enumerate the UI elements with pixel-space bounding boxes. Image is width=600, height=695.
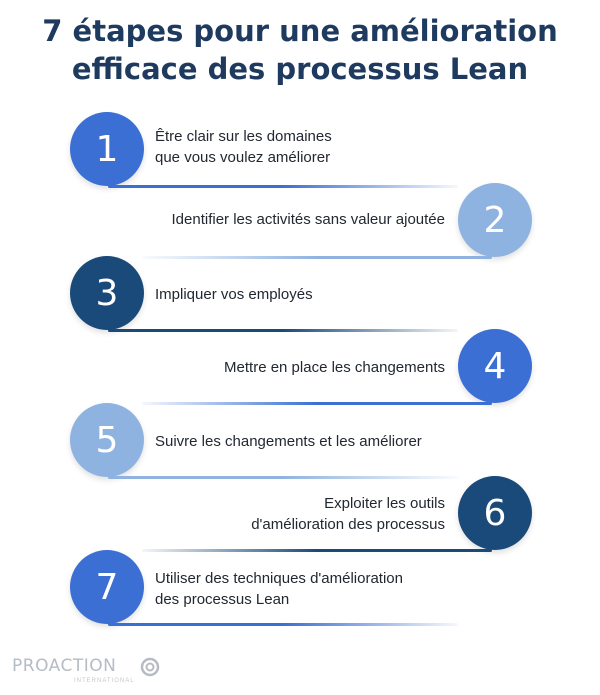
step-number-circle: 6: [458, 476, 532, 550]
step-text-line-1: Impliquer vos employés: [155, 284, 313, 305]
step-text-line-1: Suivre les changements et les améliorer: [155, 431, 422, 452]
step-text-line-1: Mettre en place les changements: [224, 357, 445, 378]
step-number-circle: 5: [70, 403, 144, 477]
step-number-circle: 1: [70, 112, 144, 186]
step-text: Impliquer vos employés: [155, 284, 313, 305]
step-text: Être clair sur les domaines que vous vou…: [155, 126, 332, 168]
title-line-1: 7 étapes pour une amélioration: [0, 12, 600, 50]
step-7: 7 Utiliser des techniques d'amélioration…: [0, 550, 600, 630]
step-text-line-1: Utiliser des techniques d'amélioration: [155, 568, 403, 589]
step-4: 4 Mettre en place les changements: [0, 329, 600, 409]
step-number-circle: 7: [70, 550, 144, 624]
step-text: Identifier les activités sans valeur ajo…: [172, 209, 445, 230]
step-number-circle: 3: [70, 256, 144, 330]
target-icon: [140, 657, 160, 677]
step-number-circle: 4: [458, 329, 532, 403]
step-underline: [108, 623, 458, 626]
step-text-line-1: Être clair sur les domaines: [155, 126, 332, 147]
step-text-line-2: d'amélioration des processus: [251, 514, 445, 535]
step-text: Utiliser des techniques d'amélioration d…: [155, 568, 403, 610]
logo-name: PROACTION: [12, 656, 116, 676]
proaction-logo: PROACTION INTERNATIONAL: [12, 656, 172, 690]
title-line-2: efficace des processus Lean: [0, 50, 600, 88]
step-text-line-1: Identifier les activités sans valeur ajo…: [172, 209, 445, 230]
step-text-line-2: que vous voulez améliorer: [155, 147, 332, 168]
step-text-line-1: Exploiter les outils: [251, 493, 445, 514]
step-text: Exploiter les outils d'amélioration des …: [251, 493, 445, 535]
step-3: 3 Impliquer vos employés: [0, 256, 600, 336]
step-2: 2 Identifier les activités sans valeur a…: [0, 183, 600, 263]
logo-subtitle: INTERNATIONAL: [74, 678, 135, 684]
step-text-line-2: des processus Lean: [155, 589, 403, 610]
step-number-circle: 2: [458, 183, 532, 257]
step-5: 5 Suivre les changements et les améliore…: [0, 403, 600, 483]
page-title: 7 étapes pour une amélioration efficace …: [0, 12, 600, 88]
step-6: 6 Exploiter les outils d'amélioration de…: [0, 476, 600, 556]
step-text: Suivre les changements et les améliorer: [155, 431, 422, 452]
step-1: 1 Être clair sur les domaines que vous v…: [0, 112, 600, 192]
step-text: Mettre en place les changements: [224, 357, 445, 378]
